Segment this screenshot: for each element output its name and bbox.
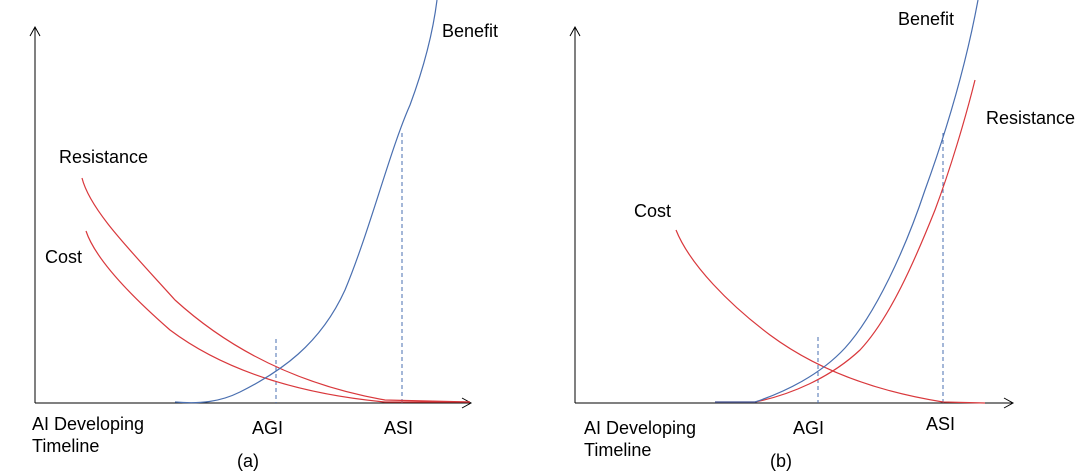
panel-a-caption: (a) <box>237 451 259 471</box>
panel-b-resistance-curve <box>715 79 976 403</box>
panel-a-x-axis-arrow <box>461 397 473 409</box>
panel-a-x-axis-label-line1: AI Developing <box>32 414 144 434</box>
panel-b-cost-curve <box>675 229 986 404</box>
panel-b-x-axis-label-line1: AI Developing <box>584 418 696 438</box>
panel-b-benefit-curve <box>715 0 979 403</box>
panel-a-benefit-label: Benefit <box>442 21 498 41</box>
panel-b-resistance-label: Resistance <box>986 108 1075 128</box>
panel-b-benefit-label: Benefit <box>898 9 954 29</box>
panel-b-x-axis-label-line2: Timeline <box>584 440 651 460</box>
panel-a-resistance-label: Resistance <box>59 147 148 167</box>
panel-b: Benefit Resistance Cost AI Developing Ti… <box>569 0 1075 471</box>
panel-a-y-axis-arrow <box>29 25 41 37</box>
panel-a-cost-label: Cost <box>45 247 82 267</box>
panel-a-cost-curve <box>85 230 470 403</box>
panel-a-agi-label: AGI <box>252 418 283 438</box>
panel-a-benefit-curve <box>174 0 438 404</box>
panel-a-x-axis-label-line2: Timeline <box>32 436 99 456</box>
panel-b-caption: (b) <box>770 451 792 471</box>
panel-a-asi-label: ASI <box>384 418 413 438</box>
panel-a: Benefit Resistance Cost AI Developing Ti… <box>29 0 498 471</box>
panel-b-cost-label: Cost <box>634 201 671 221</box>
panel-b-x-axis-arrow <box>1003 397 1015 409</box>
panel-a-resistance-curve <box>81 177 471 403</box>
panel-b-asi-label: ASI <box>926 414 955 434</box>
panel-b-agi-label: AGI <box>793 418 824 438</box>
panel-b-y-axis-arrow <box>569 25 581 37</box>
